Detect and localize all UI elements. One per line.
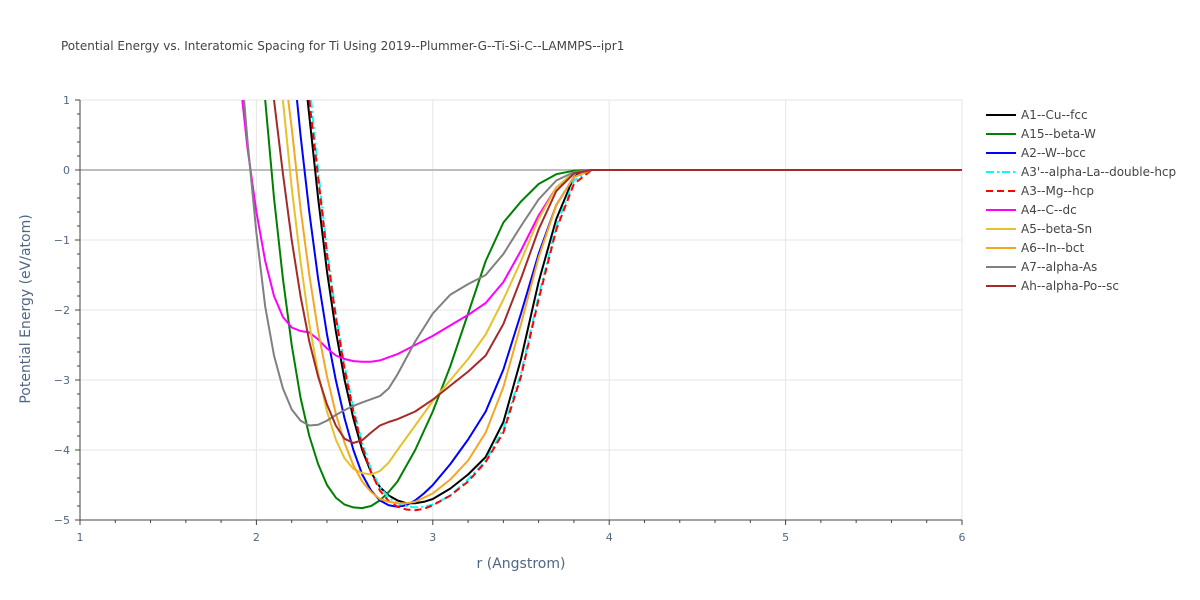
series-line xyxy=(310,100,962,509)
legend-item[interactable]: A3--Mg--hcp xyxy=(986,184,1094,198)
y-tick-label: −2 xyxy=(54,304,70,317)
y-tick-label: 0 xyxy=(63,164,70,177)
chart-title: Potential Energy vs. Interatomic Spacing… xyxy=(61,39,624,53)
x-tick-label: 3 xyxy=(429,531,436,544)
y-tick-label: −3 xyxy=(54,374,70,387)
legend-item[interactable]: A6--In--bct xyxy=(986,241,1085,255)
legend-label: A7--alpha-As xyxy=(1021,260,1097,274)
legend-item[interactable]: A2--W--bcc xyxy=(986,146,1086,160)
series-line xyxy=(273,100,962,444)
series-line xyxy=(281,100,962,476)
series-line xyxy=(306,100,962,505)
x-tick-label: 4 xyxy=(606,531,613,544)
y-axis-label: Potential Energy (eV/atom) xyxy=(18,214,34,403)
x-tick-label: 2 xyxy=(253,531,260,544)
legend-label: A15--beta-W xyxy=(1021,127,1096,141)
legend-item[interactable]: A7--alpha-As xyxy=(986,260,1097,274)
x-tick-label: 6 xyxy=(959,531,966,544)
axes: 1 2 3 4 5 6 1 0 −1 −2 −3 −4 −5 xyxy=(54,94,966,544)
series-line xyxy=(296,100,962,508)
y-tick-label: −1 xyxy=(54,234,70,247)
x-tick-label: 1 xyxy=(77,531,84,544)
series-line xyxy=(264,100,962,510)
x-axis-label: r (Angstrom) xyxy=(477,556,566,572)
legend-item[interactable]: A15--beta-W xyxy=(986,127,1096,141)
series-line xyxy=(241,100,962,363)
legend-label: A5--beta-Sn xyxy=(1021,222,1092,236)
legend-label: A3'--alpha-La--double-hcp xyxy=(1021,165,1176,179)
legend[interactable]: A1--Cu--fcc A15--beta-W A2--W--bcc A3'--alp… xyxy=(986,108,1176,293)
series-line xyxy=(287,100,962,505)
legend-item[interactable]: A3'--alpha-La--double-hcp xyxy=(986,165,1176,179)
legend-item[interactable]: A1--Cu--fcc xyxy=(986,108,1088,122)
x-tick-label: 5 xyxy=(782,531,789,544)
legend-label: A1--Cu--fcc xyxy=(1021,108,1088,122)
legend-label: A4--C--dc xyxy=(1021,203,1077,217)
y-tick-label: −5 xyxy=(54,514,70,527)
series-line xyxy=(243,100,962,427)
series-line xyxy=(308,100,962,512)
legend-label: A2--W--bcc xyxy=(1021,146,1086,160)
series-lines xyxy=(241,100,962,512)
legend-item[interactable]: Ah--alpha-Po--sc xyxy=(986,279,1119,293)
y-tick-label: −4 xyxy=(54,444,70,457)
legend-item[interactable]: A5--beta-Sn xyxy=(986,222,1092,236)
legend-label: Ah--alpha-Po--sc xyxy=(1021,279,1119,293)
legend-label: A3--Mg--hcp xyxy=(1021,184,1094,198)
legend-item[interactable]: A4--C--dc xyxy=(986,203,1077,217)
legend-label: A6--In--bct xyxy=(1021,241,1085,255)
y-tick-label: 1 xyxy=(63,94,70,107)
